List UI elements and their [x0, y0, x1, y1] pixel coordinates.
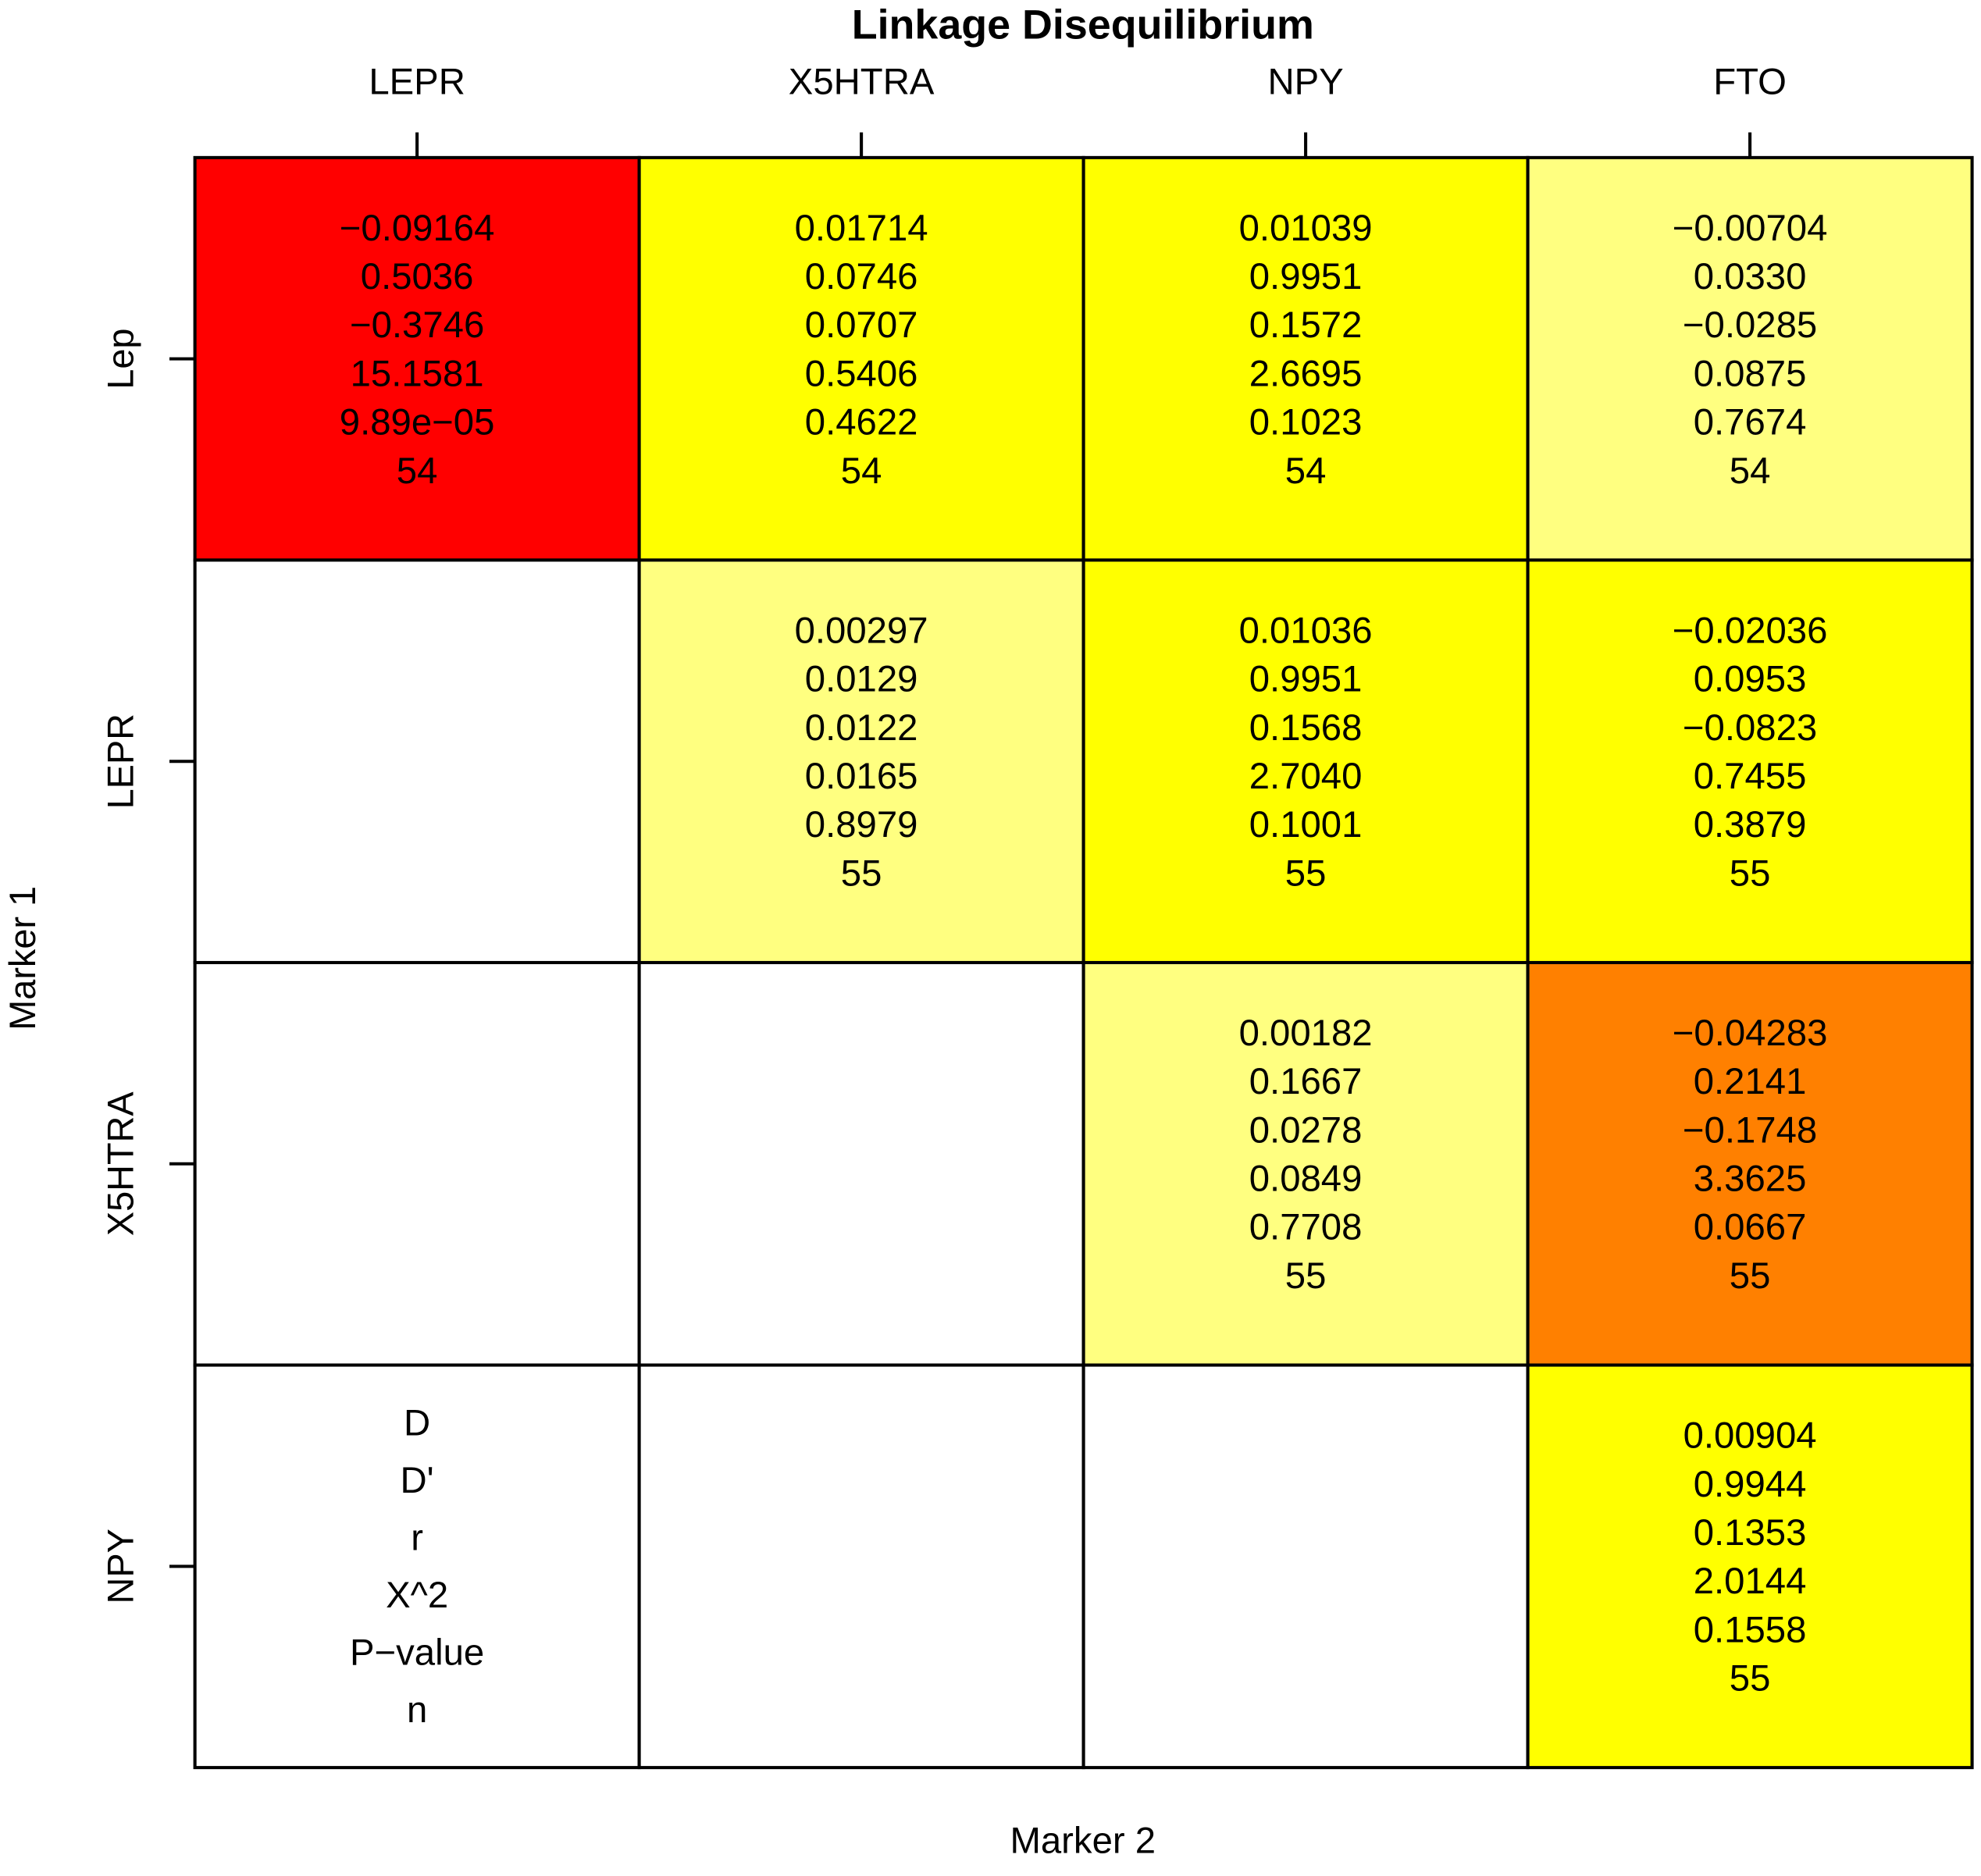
cell-value: 0.0165 — [805, 755, 918, 796]
cell-value: 0.9951 — [1249, 658, 1363, 699]
cell-value: 54 — [1730, 450, 1771, 491]
cell-value: −0.0823 — [1683, 707, 1817, 748]
cell-value: 55 — [1730, 853, 1771, 894]
cell-value: 0.9951 — [1249, 255, 1363, 297]
x-tick-label: FTO — [1713, 61, 1787, 102]
cell-value: 0.1667 — [1249, 1060, 1363, 1102]
cell-value: 0.0707 — [805, 304, 918, 345]
cell-value: 2.0144 — [1694, 1560, 1807, 1601]
cell-value: −0.0285 — [1683, 304, 1817, 345]
cell-value: 0.2141 — [1694, 1060, 1807, 1102]
cell-value: 0.5036 — [361, 255, 474, 297]
cell — [193, 960, 641, 1367]
x-tick-label: X5HTRA — [789, 61, 935, 102]
cell — [1081, 960, 1530, 1367]
x-tick-label: NPY — [1267, 61, 1343, 102]
cell-value: 0.1001 — [1249, 803, 1363, 845]
cell-value: 0.01039 — [1239, 207, 1373, 248]
cell — [1081, 1363, 1530, 1770]
cell-value: 0.1568 — [1249, 707, 1363, 748]
cell-value: 55 — [1730, 1657, 1771, 1699]
cell-value: 0.0330 — [1694, 255, 1807, 297]
statistic-label: D' — [401, 1459, 434, 1500]
x-tick-label: LEPR — [369, 61, 465, 102]
cell-value: 54 — [1285, 450, 1327, 491]
x-axis-label: Marker 2 — [1010, 1820, 1156, 1861]
cell-value: 0.7455 — [1694, 755, 1807, 796]
cell-value: 54 — [841, 450, 882, 491]
statistic-label: P−value — [350, 1632, 484, 1673]
cell-value: 0.7708 — [1249, 1206, 1363, 1248]
cell-value: 0.0953 — [1694, 658, 1807, 699]
cell-value: 15.1581 — [351, 353, 484, 394]
y-axis-label: Marker 1 — [2, 886, 43, 1031]
cell — [193, 155, 641, 562]
cell-value: 55 — [1285, 1255, 1327, 1296]
cell-value: 0.0875 — [1694, 353, 1807, 394]
cell-value: −0.04283 — [1673, 1012, 1828, 1053]
cell-value: 0.0278 — [1249, 1109, 1363, 1151]
cell — [637, 155, 1085, 562]
statistic-label: n — [407, 1689, 427, 1730]
cell-value: 0.1572 — [1249, 304, 1363, 345]
cell-value: 0.9944 — [1694, 1463, 1807, 1504]
y-tick-label: X5HTRA — [100, 1091, 141, 1236]
statistic-label: D — [404, 1402, 430, 1443]
y-tick-label: LEPR — [100, 714, 141, 809]
cell-value: 0.0129 — [805, 658, 918, 699]
cell-value: 0.8979 — [805, 803, 918, 845]
cell-value: 0.4622 — [805, 401, 918, 443]
y-tick-label: NPY — [100, 1529, 141, 1604]
cell-value: 55 — [1285, 853, 1327, 894]
cell-value: 0.00297 — [795, 610, 928, 651]
cell — [193, 558, 641, 965]
cell-value: 54 — [397, 450, 438, 491]
cell-value: −0.09164 — [340, 207, 495, 248]
cell-value: 0.1353 — [1694, 1511, 1807, 1553]
cell — [1081, 558, 1530, 965]
cell — [1526, 1363, 1974, 1770]
cell-value: 0.7674 — [1694, 401, 1807, 443]
cell-value: 3.3625 — [1694, 1158, 1807, 1199]
cell-value: −0.1748 — [1683, 1109, 1817, 1151]
cell-value: −0.3746 — [350, 304, 484, 345]
cell — [1526, 155, 1974, 562]
chart-title: Linkage Disequilibrium — [852, 2, 1314, 48]
cell-value: 0.0746 — [805, 255, 918, 297]
cell-value: 2.7040 — [1249, 755, 1363, 796]
cell-value: −0.00704 — [1673, 207, 1828, 248]
cell-value: 0.00182 — [1239, 1012, 1373, 1053]
cell-value: 9.89e−05 — [340, 401, 495, 443]
statistic-label: r — [411, 1517, 423, 1558]
cell-value: −0.02036 — [1673, 610, 1828, 651]
cell-value: 0.1023 — [1249, 401, 1363, 443]
cell-value: 55 — [1730, 1255, 1771, 1296]
cell-value: 55 — [841, 853, 882, 894]
cell-value: 0.0849 — [1249, 1158, 1363, 1199]
statistic-label: X^2 — [386, 1574, 448, 1615]
cell — [637, 558, 1085, 965]
cell-value: 0.0667 — [1694, 1206, 1807, 1248]
cell — [637, 1363, 1085, 1770]
cell — [193, 1363, 641, 1770]
cell-value: 0.0122 — [805, 707, 918, 748]
y-tick-label: Lep — [100, 329, 141, 390]
cell-value: 0.01714 — [795, 207, 928, 248]
cell-value: 0.00904 — [1683, 1415, 1817, 1456]
cell-value: 0.3879 — [1694, 803, 1807, 845]
cell — [637, 960, 1085, 1367]
cell-value: 2.6695 — [1249, 353, 1363, 394]
cell-value: 0.01036 — [1239, 610, 1373, 651]
cell-value: 0.5406 — [805, 353, 918, 394]
cell-value: 0.1558 — [1694, 1609, 1807, 1650]
